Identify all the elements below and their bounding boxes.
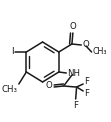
- Text: F: F: [84, 88, 89, 97]
- Text: F: F: [73, 101, 78, 110]
- Text: CH₃: CH₃: [2, 85, 18, 94]
- Text: O: O: [46, 81, 52, 91]
- Text: CH₃: CH₃: [93, 47, 107, 56]
- Text: O: O: [83, 40, 89, 49]
- Text: O: O: [69, 22, 76, 31]
- Text: I: I: [12, 47, 14, 56]
- Text: F: F: [84, 77, 89, 86]
- Text: NH: NH: [67, 68, 80, 77]
